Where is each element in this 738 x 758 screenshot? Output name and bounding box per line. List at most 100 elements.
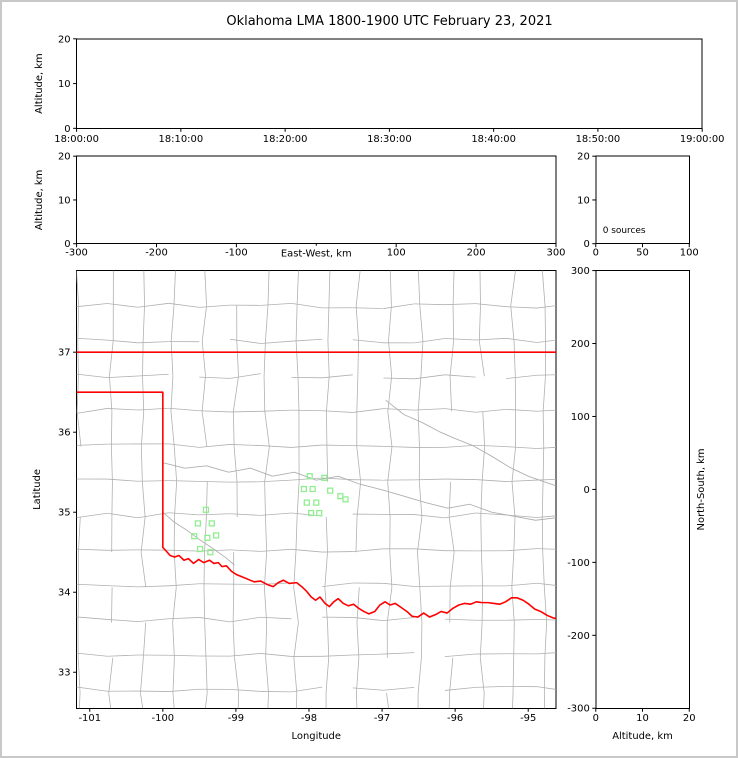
county-boundary-line bbox=[325, 657, 330, 694]
county-boundary-line bbox=[475, 408, 507, 413]
county-boundary-line bbox=[327, 340, 330, 377]
county-boundary-line bbox=[352, 653, 384, 656]
altitude-tick-label: 20 bbox=[58, 152, 71, 163]
county-boundary-line bbox=[506, 619, 537, 621]
county-boundary-line bbox=[168, 688, 200, 692]
county-boundary-line bbox=[76, 270, 80, 306]
y-axis-label-altitude: Altitude, km bbox=[34, 53, 45, 114]
county-boundary-line bbox=[199, 444, 231, 448]
county-boundary-line bbox=[448, 693, 450, 709]
county-boundary-line bbox=[77, 340, 79, 377]
longitude-tick-label: -100 bbox=[152, 713, 175, 724]
county-boundary-line bbox=[263, 376, 266, 412]
county-boundary-line bbox=[199, 513, 231, 516]
county-boundary-line bbox=[260, 548, 292, 552]
county-boundary-line bbox=[260, 479, 292, 483]
county-boundary-line bbox=[170, 411, 175, 447]
county-boundary-line bbox=[536, 305, 556, 309]
county-boundary-line bbox=[260, 616, 292, 620]
county-boundary-line bbox=[542, 446, 545, 482]
county-boundary-line bbox=[260, 512, 292, 516]
altitude-tick-label: 0 bbox=[593, 713, 599, 724]
county-boundary-line bbox=[76, 616, 108, 620]
county-boundary-line bbox=[536, 478, 556, 481]
county-boundary-line bbox=[109, 376, 113, 412]
county-boundary-line bbox=[76, 512, 108, 519]
lma-station-marker bbox=[207, 549, 214, 556]
north-south-tick-label: 200 bbox=[571, 339, 590, 350]
altitude-tick-label: 20 bbox=[58, 34, 71, 45]
county-boundary-line bbox=[414, 408, 445, 411]
county-boundary-line bbox=[295, 517, 298, 553]
county-boundary-line bbox=[480, 552, 484, 588]
county-boundary-line bbox=[356, 376, 359, 412]
county-boundary-line bbox=[480, 481, 483, 518]
county-boundary-line bbox=[388, 305, 392, 342]
lma-station-marker bbox=[196, 545, 204, 553]
county-boundary-line bbox=[265, 657, 269, 694]
county-boundary-line bbox=[137, 341, 169, 344]
county-boundary-line bbox=[506, 306, 538, 309]
county-boundary-line bbox=[199, 304, 231, 308]
county-boundary-line bbox=[352, 307, 384, 309]
lma-station-marker bbox=[308, 509, 315, 517]
county-boundary-line bbox=[449, 376, 453, 412]
county-boundary-line bbox=[76, 443, 108, 446]
county-boundary-line bbox=[263, 340, 266, 377]
north-south-tick-label: 300 bbox=[571, 266, 590, 277]
altitude-tick-label: 0 bbox=[583, 239, 589, 250]
county-boundary-line bbox=[76, 411, 82, 447]
county-boundary-line bbox=[230, 688, 261, 692]
x-axis-label-altitude: Altitude, km bbox=[612, 731, 673, 742]
county-boundary-line bbox=[291, 409, 323, 412]
county-boundary-line bbox=[387, 481, 391, 518]
county-boundary-line bbox=[236, 340, 239, 377]
time-tick-label: 18:40:00 bbox=[471, 134, 516, 145]
county-boundary-line bbox=[356, 587, 360, 623]
north-south-tick-label: 100 bbox=[571, 412, 590, 423]
county-boundary-line bbox=[237, 693, 240, 709]
county-boundary-line bbox=[387, 411, 393, 447]
county-boundary-line bbox=[76, 652, 108, 657]
ew-tick-label: 100 bbox=[387, 248, 406, 259]
north-south-tick-label: 0 bbox=[583, 485, 589, 496]
ew-tick-label: -200 bbox=[145, 248, 168, 259]
county-boundary-line bbox=[76, 583, 108, 587]
lma-station-marker bbox=[202, 506, 210, 513]
county-boundary-line bbox=[383, 377, 415, 380]
time-tick-label: 19:00:00 bbox=[680, 134, 725, 145]
county-boundary-line bbox=[230, 444, 261, 446]
county-boundary-line bbox=[475, 512, 507, 516]
county-boundary-line bbox=[483, 693, 485, 709]
lma-station-marker bbox=[191, 533, 198, 540]
county-boundary-line bbox=[475, 685, 507, 688]
county-boundary-line bbox=[383, 445, 415, 448]
river-line bbox=[385, 399, 556, 487]
lma-station-marker bbox=[321, 474, 328, 481]
county-boundary-line bbox=[168, 549, 200, 552]
county-boundary-line bbox=[107, 619, 138, 623]
ew-height-panel bbox=[76, 155, 557, 245]
county-boundary-line bbox=[544, 622, 548, 658]
county-boundary-line bbox=[199, 549, 231, 552]
county-boundary-line bbox=[389, 552, 393, 588]
county-boundary-line bbox=[137, 407, 169, 411]
county-boundary-line bbox=[293, 622, 299, 658]
county-boundary-line bbox=[414, 338, 445, 344]
county-boundary-line bbox=[482, 411, 486, 447]
ew-tick-label: -300 bbox=[65, 248, 88, 259]
county-boundary-line bbox=[267, 693, 269, 709]
county-boundary-line bbox=[536, 339, 556, 343]
county-boundary-line bbox=[324, 552, 328, 588]
county-boundary-line bbox=[322, 374, 353, 379]
county-boundary-line bbox=[109, 340, 114, 377]
time-tick-label: 18:20:00 bbox=[263, 134, 308, 145]
x-axis-label-longitude: Longitude bbox=[292, 731, 341, 742]
xlabel-backing bbox=[270, 245, 363, 259]
county-boundary-line bbox=[536, 619, 556, 621]
county-boundary-line bbox=[107, 375, 138, 379]
county-boundary-line bbox=[230, 410, 261, 413]
county-boundary-line bbox=[293, 657, 298, 694]
county-boundary-line bbox=[170, 305, 175, 342]
county-boundary-line bbox=[76, 408, 108, 414]
